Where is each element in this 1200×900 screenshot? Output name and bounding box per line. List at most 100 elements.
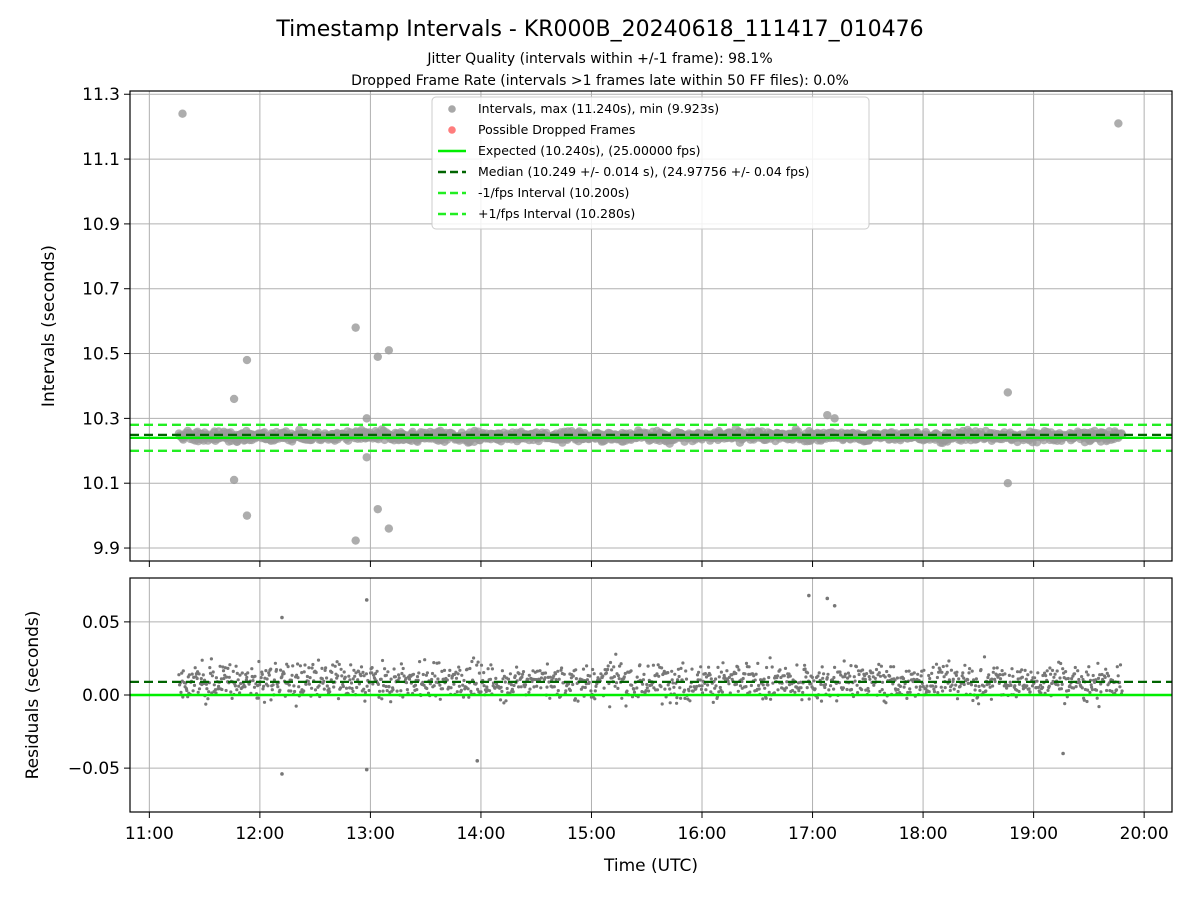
residual-point: [1072, 686, 1076, 690]
residual-point: [776, 688, 780, 692]
residual-point: [192, 683, 197, 688]
residual-point: [375, 669, 379, 673]
residual-point: [956, 689, 960, 694]
residual-point: [714, 684, 718, 688]
residual-point: [392, 667, 396, 671]
residual-point: [676, 678, 680, 682]
residual-point: [734, 682, 739, 686]
residuals-y-tick-label: 0.00: [82, 686, 120, 706]
residual-point: [407, 677, 412, 681]
residual-point: [423, 658, 427, 662]
chart-subtitle-dropped: Dropped Frame Rate (intervals >1 frames …: [351, 73, 849, 89]
residual-point: [386, 670, 390, 674]
residual-point: [310, 666, 314, 670]
residual-point: [1077, 680, 1082, 684]
residual-point: [219, 677, 223, 681]
residual-point: [1094, 688, 1099, 692]
residual-outlier-point: [364, 767, 369, 772]
residual-point: [805, 686, 809, 690]
residual-point: [343, 675, 347, 679]
x-tick-label: 18:00: [899, 824, 948, 844]
residual-point: [253, 674, 257, 678]
residual-point: [608, 705, 612, 709]
residual-point: [543, 671, 548, 675]
residual-point: [531, 669, 535, 673]
residual-point: [1066, 676, 1070, 681]
residual-point: [842, 659, 846, 663]
residual-point: [204, 682, 208, 686]
residual-point: [684, 677, 689, 681]
residual-point: [395, 689, 399, 693]
residual-point: [638, 663, 642, 667]
residual-point: [1089, 683, 1093, 687]
residual-point: [740, 679, 744, 684]
residual-point: [1023, 668, 1027, 673]
intervals-legend: Intervals, max (11.240s), min (9.923s) Po…: [431, 96, 870, 230]
residual-point: [592, 672, 596, 676]
residual-point: [442, 668, 447, 673]
residual-point: [505, 686, 509, 691]
residual-point: [1056, 683, 1060, 687]
residual-point: [793, 690, 797, 694]
residual-point: [383, 667, 387, 671]
residual-point: [860, 688, 864, 692]
residual-point: [619, 662, 623, 666]
residual-point: [351, 689, 355, 694]
residual-point: [1110, 689, 1114, 694]
residual-point: [951, 677, 955, 681]
intervals-y-tick-label: 11.3: [82, 85, 120, 105]
residual-point: [465, 667, 469, 671]
intervals-y-ticks: 9.9 10.1 10.3 10.5 10.7 10.9 11.1 11.3: [82, 85, 130, 559]
residual-point: [940, 670, 944, 674]
residual-point: [973, 688, 977, 692]
residual-point: [1105, 688, 1109, 693]
residual-point: [556, 669, 560, 673]
residual-point: [1009, 683, 1013, 688]
residual-point: [945, 670, 949, 675]
residual-point: [625, 689, 629, 693]
residual-point: [655, 688, 660, 692]
residual-point: [989, 697, 994, 701]
residual-point: [413, 683, 418, 687]
residual-point: [864, 688, 868, 692]
residual-point: [947, 659, 951, 663]
residual-point: [279, 668, 283, 672]
residual-point: [1055, 669, 1059, 673]
residual-point: [1067, 688, 1071, 693]
residual-point: [1105, 671, 1109, 676]
residual-point: [921, 684, 925, 689]
residual-point: [838, 670, 842, 674]
residual-point: [307, 682, 311, 686]
residual-point: [292, 684, 296, 688]
residual-point: [454, 670, 458, 674]
intervals-reference-lines: [130, 423, 1172, 452]
residual-point: [767, 690, 771, 694]
residual-point: [234, 664, 238, 668]
residual-point: [1087, 665, 1091, 669]
residual-point: [207, 690, 211, 694]
interval-outlier-point: [373, 352, 382, 361]
x-tick-label: 15:00: [567, 824, 616, 844]
x-tick-label: 20:00: [1120, 824, 1169, 844]
residual-point: [454, 676, 459, 680]
residual-point: [233, 684, 237, 688]
residual-point: [1096, 661, 1100, 665]
intervals-x-ticks: [148, 561, 1145, 567]
residual-point: [1088, 690, 1092, 695]
residual-point: [1030, 684, 1035, 688]
residual-point: [719, 670, 724, 674]
residual-point: [695, 684, 699, 689]
residual-point: [1077, 677, 1081, 682]
residual-outlier-point: [825, 596, 830, 601]
residual-point: [193, 666, 197, 670]
residual-point: [325, 676, 329, 680]
residual-point: [880, 688, 884, 692]
residual-point: [415, 688, 419, 692]
residual-point: [978, 689, 982, 693]
residual-point: [1068, 684, 1072, 688]
residual-point: [827, 688, 831, 692]
residual-point: [987, 682, 991, 686]
residual-point: [306, 679, 310, 683]
residual-point: [576, 699, 580, 703]
